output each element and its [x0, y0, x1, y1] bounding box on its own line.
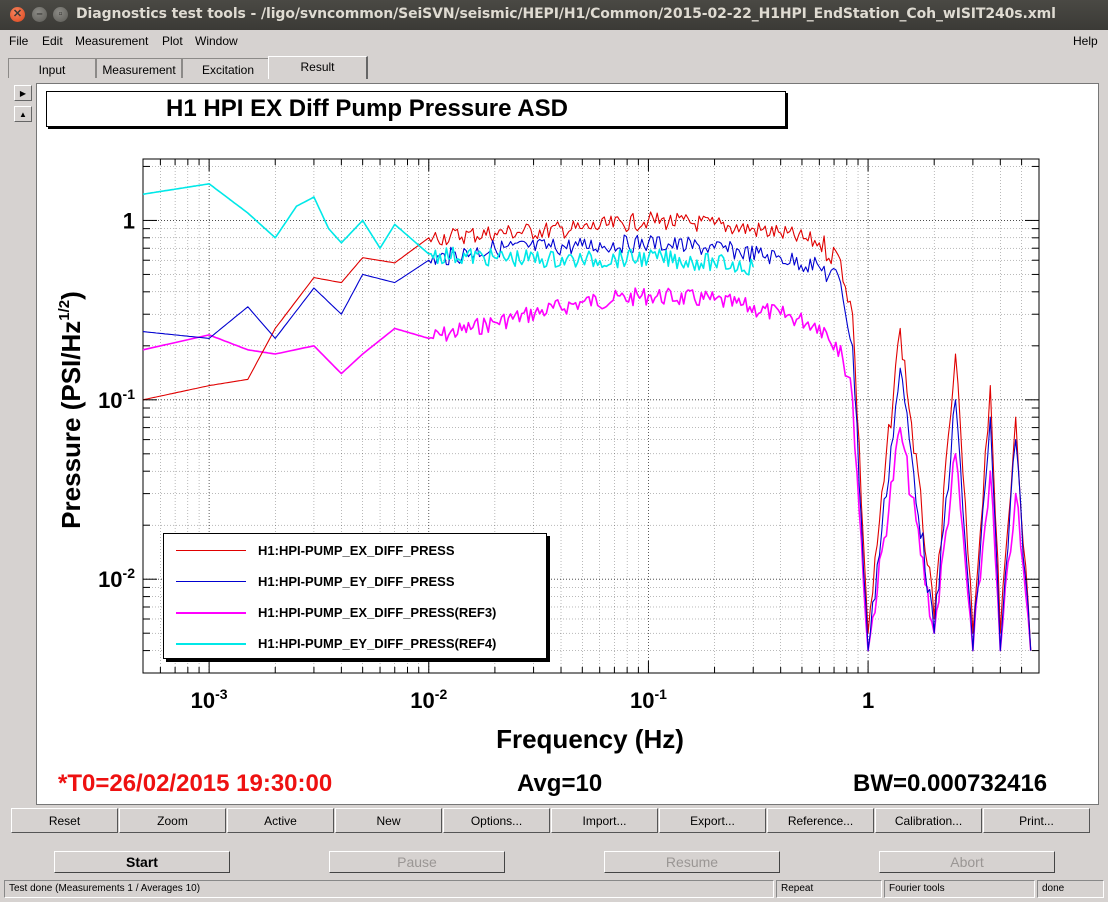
x-axis-label: Frequency (Hz)	[496, 724, 684, 754]
window-titlebar: ✕ – ▫ Diagnostics test tools - /ligo/svn…	[0, 0, 1108, 30]
menu-help[interactable]: Help	[1073, 34, 1098, 48]
bandwidth-label: BW=0.000732416	[853, 770, 1048, 797]
legend-label: H1:HPI-PUMP_EY_DIFF_PRESS	[258, 574, 455, 589]
status-state: done	[1037, 880, 1104, 898]
window-maximize-button[interactable]: ▫	[53, 7, 68, 22]
maximize-icon: ▫	[58, 8, 63, 20]
tab-measurement[interactable]: Measurement	[96, 58, 182, 78]
menu-edit[interactable]: Edit	[42, 34, 63, 48]
options-button[interactable]: Options...	[443, 808, 550, 833]
series-line	[142, 211, 1032, 651]
legend-label: H1:HPI-PUMP_EX_DIFF_PRESS(REF3)	[258, 605, 497, 620]
y-axis-label: Pressure (PSI/Hz1/2)	[56, 291, 86, 529]
legend-swatch	[176, 612, 246, 614]
series-line	[142, 287, 1032, 652]
status-tool: Fourier tools	[884, 880, 1035, 898]
legend-item: H1:HPI-PUMP_EY_DIFF_PRESS(REF4)	[164, 628, 544, 658]
plot-toolbar: Reset Zoom Active New Options... Import.…	[10, 808, 1094, 834]
legend-item: H1:HPI-PUMP_EY_DIFF_PRESS	[164, 566, 544, 596]
calibration-button[interactable]: Calibration...	[875, 808, 982, 833]
plot-title: H1 HPI EX Diff Pump Pressure ASD	[166, 95, 568, 122]
reference-button[interactable]: Reference...	[767, 808, 874, 833]
minimize-icon: –	[36, 8, 43, 20]
status-message: Test done (Measurements 1 / Averages 10)	[4, 880, 774, 898]
avg-label: Avg=10	[517, 770, 603, 797]
legend-item: H1:HPI-PUMP_EX_DIFF_PRESS	[164, 535, 544, 565]
triangle-up-icon: ▲	[19, 110, 27, 119]
y-tick-label: 10-2	[98, 565, 135, 592]
window-title: Diagnostics test tools - /ligo/svncommon…	[76, 6, 1056, 22]
tab-excitation[interactable]: Excitation	[182, 58, 274, 78]
legend-swatch	[176, 550, 246, 551]
window-close-button[interactable]: ✕	[10, 7, 25, 22]
chart-ticks: 10-3 10-2 10-1 1 10-2 10-1 1	[98, 159, 1040, 713]
menu-measurement[interactable]: Measurement	[75, 34, 149, 48]
legend-swatch	[176, 581, 246, 582]
export-button[interactable]: Export...	[659, 808, 766, 833]
series-line	[142, 234, 1032, 652]
tab-bar: Input Measurement Excitation Result	[0, 56, 1108, 80]
menu-file[interactable]: File	[9, 34, 29, 48]
panel-collapse-button[interactable]: ▲	[14, 106, 32, 122]
tab-result[interactable]: Result	[268, 56, 368, 79]
tab-input[interactable]: Input	[8, 58, 96, 78]
new-button[interactable]: New	[335, 808, 442, 833]
legend-label: H1:HPI-PUMP_EY_DIFF_PRESS(REF4)	[258, 636, 497, 651]
reset-button[interactable]: Reset	[11, 808, 118, 833]
menu-bar: File Edit Measurement Plot Window Help	[0, 30, 1108, 52]
start-button[interactable]: Start	[54, 851, 230, 873]
print-button[interactable]: Print...	[983, 808, 1090, 833]
close-icon: ✕	[12, 8, 23, 20]
plot-title-box: H1 HPI EX Diff Pump Pressure ASD	[46, 91, 786, 127]
menu-window[interactable]: Window	[195, 34, 238, 48]
active-button[interactable]: Active	[227, 808, 334, 833]
zoom-button[interactable]: Zoom	[119, 808, 226, 833]
triangle-right-icon: ▶	[19, 89, 27, 98]
t0-label: *T0=26/02/2015 19:30:00	[58, 770, 333, 797]
legend-label: H1:HPI-PUMP_EX_DIFF_PRESS	[258, 543, 455, 558]
pause-button[interactable]: Pause	[329, 851, 505, 873]
y-tick-label: 10-1	[98, 386, 135, 413]
chart-legend[interactable]: H1:HPI-PUMP_EX_DIFF_PRESS H1:HPI-PUMP_EY…	[163, 533, 547, 659]
import-button[interactable]: Import...	[551, 808, 658, 833]
x-tick-label: 10-3	[191, 686, 228, 713]
resume-button[interactable]: Resume	[604, 851, 780, 873]
series-line	[142, 183, 754, 276]
legend-swatch	[176, 643, 246, 645]
x-tick-label: 1	[862, 688, 874, 713]
chart-series	[142, 183, 1032, 652]
legend-item: H1:HPI-PUMP_EX_DIFF_PRESS(REF3)	[164, 597, 544, 627]
status-repeat: Repeat	[776, 880, 882, 898]
panel-next-button[interactable]: ▶	[14, 85, 32, 101]
abort-button[interactable]: Abort	[879, 851, 1055, 873]
x-tick-label: 10-1	[630, 686, 667, 713]
x-tick-label: 10-2	[410, 686, 447, 713]
window-minimize-button[interactable]: –	[32, 7, 47, 22]
y-tick-label: 1	[123, 208, 135, 233]
menu-plot[interactable]: Plot	[162, 34, 183, 48]
